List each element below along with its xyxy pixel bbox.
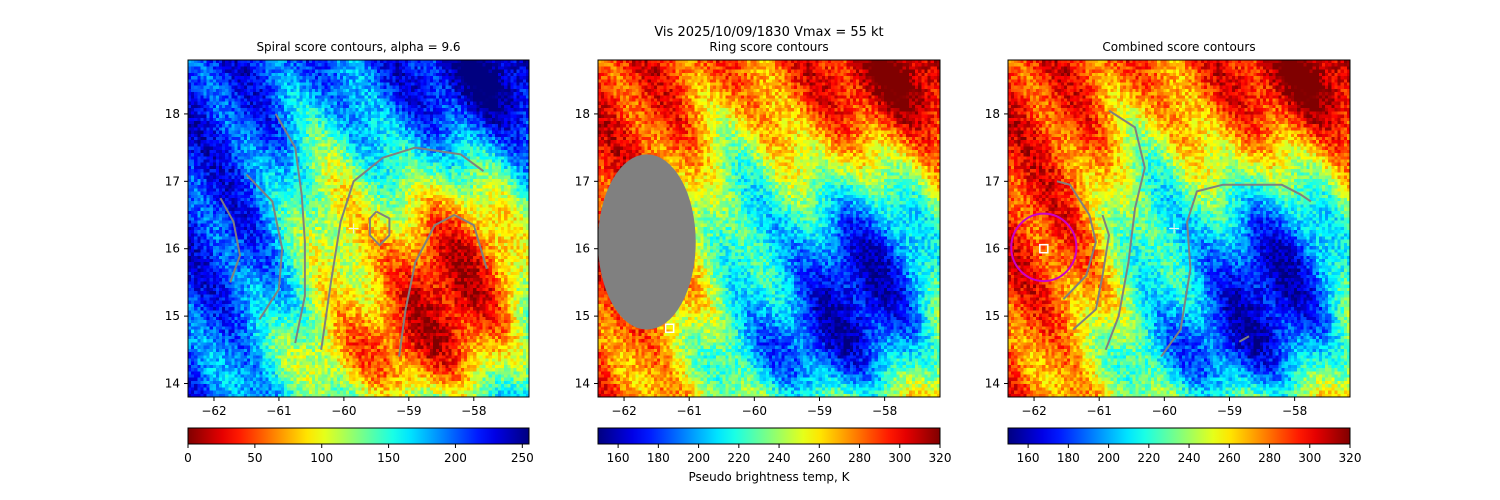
colorbar-tick-label: 150 (377, 451, 400, 465)
colorbar-tick-label: 280 (848, 451, 871, 465)
colorbar-tick-label: 300 (888, 451, 911, 465)
masked-region (598, 154, 696, 330)
colorbar: 160 180 200 220 240 260 280 300 320 (1007, 427, 1362, 465)
panel-2: Ring score contours −62 −61 −60 −59 −58 14 15 16… (575, 40, 952, 484)
plot-area (219, 113, 488, 357)
colorbar-gradient (597, 427, 941, 445)
x-tick-label: −60 (331, 404, 356, 418)
colorbar-gradient (1007, 427, 1351, 445)
x-tick-label: −62 (1021, 404, 1046, 418)
contour-line-1 (219, 197, 241, 283)
colorbar-tick-label: 260 (1218, 451, 1241, 465)
y-tick-label: 18 (985, 107, 1000, 121)
panel-title: Spiral score contours, alpha = 9.6 (256, 40, 460, 54)
panel-3: Combined score contours −62 −61 −60 −59 −58 14… (985, 40, 1362, 465)
x-tick-label: −61 (266, 404, 291, 418)
contour-line-3 (1104, 109, 1146, 351)
colorbar-tick-label: 250 (511, 451, 534, 465)
panel-title: Ring score contours (709, 40, 828, 54)
y-tick-label: 17 (575, 174, 590, 188)
plot-area (598, 154, 696, 334)
colorbar: 0 50 100 150 200 250 (184, 427, 534, 465)
x-tick-label: −61 (1087, 404, 1112, 418)
colorbar-tick-label: 0 (184, 451, 192, 465)
colorbar-tick-label: 200 (687, 451, 710, 465)
y-tick-label: 15 (575, 309, 590, 323)
contour-line-3 (274, 113, 306, 344)
y-tick-label: 16 (985, 242, 1000, 256)
x-tick-label: −60 (1152, 404, 1177, 418)
contour-line-2 (245, 173, 284, 321)
contour-line-1 (1056, 180, 1097, 300)
contour-line-4 (1160, 183, 1312, 358)
panel-1: Spiral score contours, alpha = 9.6 −62 −61… (165, 40, 534, 465)
colorbar-tick-label: 160 (607, 451, 630, 465)
x-tick-label: −62 (611, 404, 636, 418)
colorbar-tick-label: 50 (247, 451, 262, 465)
colorbar-tick-label: 320 (1339, 451, 1362, 465)
plot-area (1010, 109, 1312, 358)
figure-suptitle: Vis 2025/10/09/1830 Vmax = 55 kt (654, 25, 883, 40)
contour-line-6 (398, 214, 488, 357)
y-tick-label: 14 (165, 377, 180, 391)
axes-frame (187, 59, 530, 398)
center-square-marker (664, 323, 675, 334)
y-tick-label: 18 (575, 107, 590, 121)
axes-frame (597, 59, 941, 398)
colorbar: 160 180 200 220 240 260 280 300 320 Pseudo bright… (597, 427, 952, 484)
x-tick-label: −58 (1282, 404, 1307, 418)
x-tick-label: −61 (677, 404, 702, 418)
y-tick-label: 17 (985, 174, 1000, 188)
y-tick-label: 16 (575, 242, 590, 256)
ring-circle (1010, 212, 1078, 283)
plus-marker (1169, 223, 1180, 234)
center-square-marker (1039, 243, 1049, 254)
y-tick-label: 17 (165, 174, 180, 188)
x-tick-label: −59 (807, 404, 832, 418)
y-tick-label: 14 (985, 377, 1000, 391)
colorbar-tick-label: 300 (1298, 451, 1321, 465)
x-tick-label: −59 (1217, 404, 1242, 418)
colorbar-tick-label: 260 (808, 451, 831, 465)
colorbar-tick-label: 220 (1137, 451, 1160, 465)
colorbar-tick-label: 160 (1017, 451, 1040, 465)
colorbar-tick-label: 200 (1097, 451, 1120, 465)
contour-line-2 (1072, 214, 1110, 331)
x-tick-label: −58 (872, 404, 897, 418)
panel-title: Combined score contours (1102, 40, 1255, 54)
y-tick-label: 15 (985, 309, 1000, 323)
colorbar-tick-label: 220 (727, 451, 750, 465)
colorbar-tick-label: 180 (1057, 451, 1080, 465)
colorbar-tick-label: 200 (444, 451, 467, 465)
x-tick-label: −59 (396, 404, 421, 418)
colorbar-label: Pseudo brightness temp, K (688, 470, 850, 484)
x-tick-label: −58 (461, 404, 486, 418)
colorbar-tick-label: 280 (1258, 451, 1281, 465)
colorbar-gradient (187, 427, 530, 445)
x-tick-label: −62 (201, 404, 226, 418)
axes-frame (1007, 59, 1351, 398)
x-tick-label: −60 (742, 404, 767, 418)
contour-line-5 (1238, 335, 1250, 343)
contour-line-4 (320, 146, 485, 350)
y-tick-label: 18 (165, 107, 180, 121)
y-tick-label: 16 (165, 242, 180, 256)
y-tick-label: 15 (165, 309, 180, 323)
y-tick-label: 14 (575, 377, 590, 391)
colorbar-tick-label: 240 (1178, 451, 1201, 465)
plus-marker (348, 223, 359, 234)
colorbar-tick-label: 180 (647, 451, 670, 465)
colorbar-tick-label: 240 (768, 451, 791, 465)
colorbar-tick-label: 100 (310, 451, 333, 465)
contour-line-5 (368, 210, 391, 247)
colorbar-tick-label: 320 (929, 451, 952, 465)
